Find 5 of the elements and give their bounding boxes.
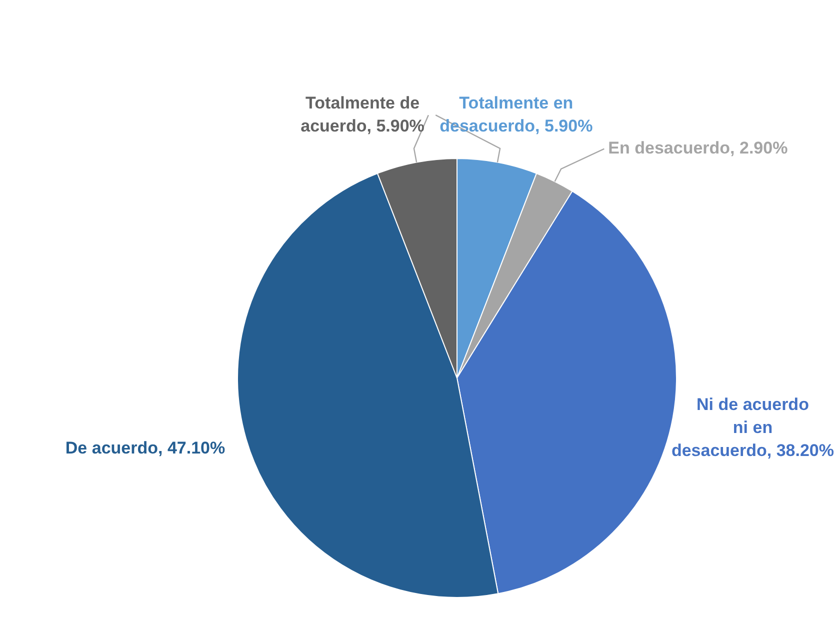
slice-label: En desacuerdo, 2.90% (608, 138, 788, 158)
slice-label: Totalmente en desacuerdo, 5.90% (440, 93, 593, 136)
slice-label: Totalmente de acuerdo, 5.90% (300, 93, 424, 136)
slice-label: Ni de acuerdo ni en desacuerdo, 38.20% (671, 395, 834, 460)
slice-label: De acuerdo, 47.10% (65, 438, 226, 458)
